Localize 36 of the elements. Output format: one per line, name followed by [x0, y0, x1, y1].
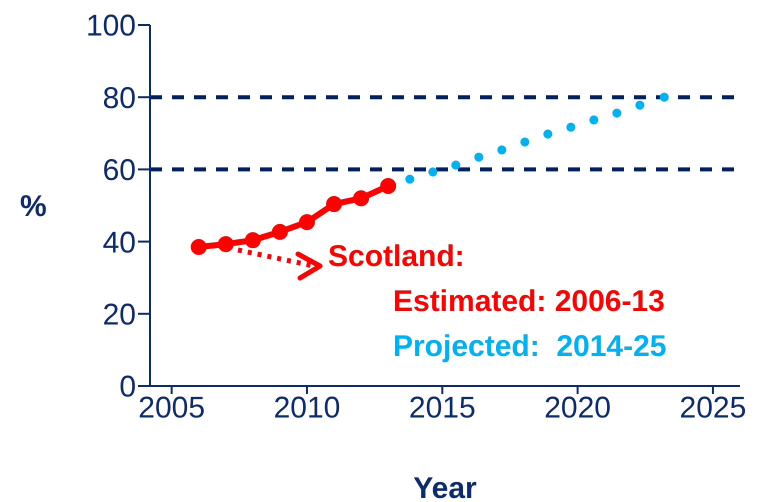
point — [405, 174, 414, 184]
point — [520, 137, 530, 146]
point — [589, 115, 598, 124]
point — [218, 236, 234, 252]
x-tick-label: 2015 — [408, 391, 476, 424]
point — [353, 190, 370, 206]
point — [380, 178, 396, 194]
point — [326, 196, 342, 212]
x-tick-label: 2005 — [138, 391, 206, 424]
point — [474, 152, 484, 162]
point — [244, 232, 261, 248]
y-tick-label: 80 — [102, 82, 136, 115]
point — [272, 224, 288, 240]
x-tick-label: 2025 — [680, 391, 746, 424]
y-tick-label: 20 — [102, 298, 136, 332]
annotation: Estimated: 2006-13 — [393, 285, 665, 319]
point — [190, 239, 207, 256]
y-tick-label: 100 — [86, 10, 136, 43]
point — [543, 130, 552, 139]
y-tick-label: 40 — [102, 226, 136, 260]
point — [635, 100, 644, 110]
x-axis-title: Year — [413, 472, 478, 502]
x-tick-label: 2020 — [544, 391, 611, 424]
y-tick-label: 60 — [102, 154, 136, 188]
y-tick-label: 0 — [119, 370, 136, 404]
point — [612, 108, 622, 118]
annotation: Projected: 2014-25 — [393, 330, 666, 364]
point — [660, 92, 669, 102]
annotation: Scotland: — [328, 240, 465, 274]
point — [298, 214, 315, 230]
point — [428, 167, 438, 176]
x-tick-label: 2010 — [274, 391, 340, 424]
point — [497, 145, 506, 154]
point — [451, 160, 460, 170]
point — [566, 122, 576, 132]
y-axis-title: % — [20, 190, 47, 224]
